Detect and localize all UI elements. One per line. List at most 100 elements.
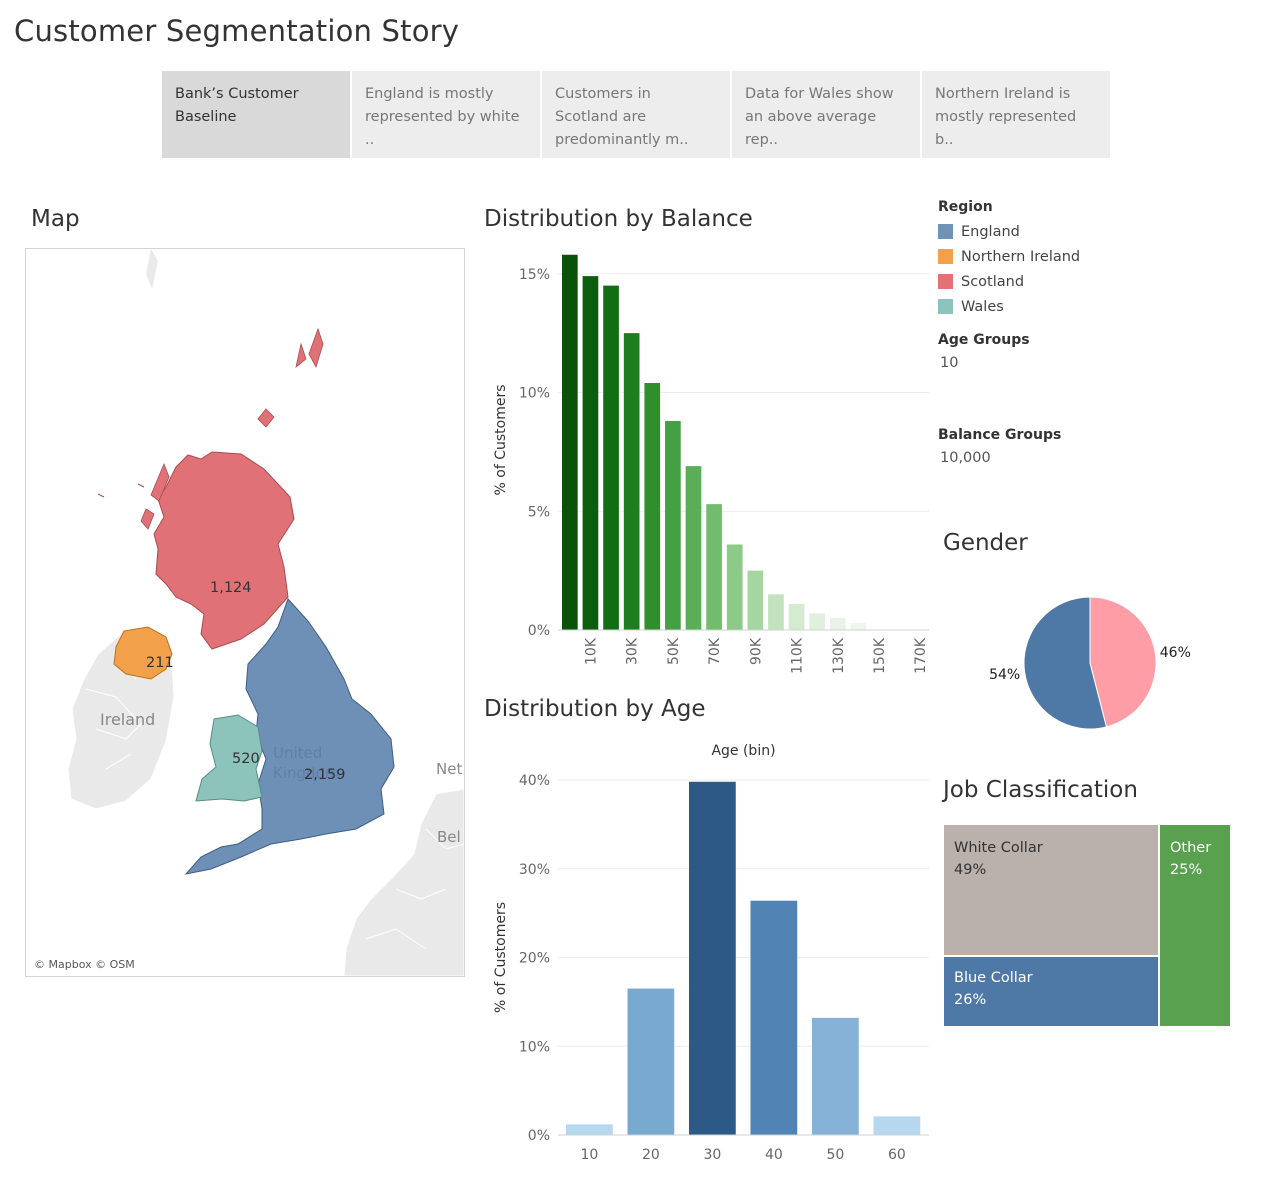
story-point-2[interactable]: England is mostly represented by white .…	[352, 71, 540, 158]
legend-swatch	[938, 224, 953, 239]
job-treemap: White Collar 49% Blue Collar 26% Other 2…	[943, 824, 1231, 1027]
x-tick-label: 30	[703, 1147, 721, 1163]
netherlands-label: Net	[436, 760, 463, 778]
england-region	[184, 598, 395, 875]
age-groups-label: Age Groups	[938, 332, 1030, 348]
x-tick-label: 110K	[790, 637, 806, 674]
legend-label: Northern Ireland	[961, 248, 1081, 265]
story-point-1[interactable]: Bank’s Customer Baseline	[162, 71, 350, 158]
legend-label: Scotland	[961, 273, 1025, 290]
y-tick-label: 10%	[519, 386, 550, 402]
gender-chart-title: Gender	[943, 530, 1028, 556]
belgium-label: Bel	[437, 828, 461, 846]
treemap-value: 25%	[1170, 862, 1203, 878]
story-point-5[interactable]: Northern Ireland is mostly represented b…	[922, 71, 1110, 158]
story-point-3[interactable]: Customers in Scotland are predominantly …	[542, 71, 730, 158]
x-tick-label: 60	[888, 1147, 906, 1163]
y-axis-label: % of Customers	[493, 902, 509, 1013]
bar	[747, 570, 764, 630]
scotland-region	[153, 451, 295, 650]
bar	[603, 285, 619, 630]
x-tick-label: 10K	[583, 637, 599, 665]
bar	[623, 333, 640, 630]
y-tick-label: 40%	[519, 773, 550, 789]
x-tick-label: 90K	[748, 637, 764, 665]
map-view[interactable]: Ireland United Kingdom Net Bel 1,124 211…	[25, 248, 465, 977]
treemap-value: 49%	[954, 862, 987, 878]
map-attribution: © Mapbox © OSM	[34, 958, 135, 971]
gender-pie-chart: 46% 54%	[989, 596, 1191, 730]
treemap-label: White Collar	[954, 840, 1043, 856]
legend-item-scotland[interactable]: Scotland	[938, 269, 1080, 294]
age-groups-value[interactable]: 10	[940, 355, 959, 371]
treemap-value: 26%	[954, 992, 987, 1008]
y-tick-label: 15%	[519, 267, 550, 283]
united-kingdom-label: United Kingdom	[273, 744, 340, 782]
wales-value: 520	[232, 751, 260, 767]
balance-groups-value[interactable]: 10,000	[940, 450, 991, 466]
x-tick-label: 50K	[666, 637, 682, 665]
pie-label: 46%	[1160, 645, 1191, 661]
bar	[689, 781, 736, 1135]
treemap-label: Blue Collar	[954, 970, 1033, 986]
age-chart: Age (bin) 0% 10% 20% 30% 40% % of Customers 10 2…	[493, 743, 929, 1163]
bar	[726, 544, 743, 630]
map-title: Map	[31, 206, 80, 232]
bar	[665, 421, 681, 630]
story-navigator: Bank’s Customer Baseline England is most…	[162, 71, 1110, 158]
region-legend-title: Region	[938, 199, 993, 215]
x-tick-label: 10	[580, 1147, 598, 1163]
y-tick-label: 0%	[528, 623, 550, 639]
ireland-label: Ireland	[100, 710, 156, 729]
bar	[812, 1017, 859, 1135]
story-point-4[interactable]: Data for Wales show an above average rep…	[732, 71, 920, 158]
bar	[685, 466, 702, 630]
legend-swatch	[938, 249, 953, 264]
bar	[788, 603, 805, 630]
bar	[706, 504, 722, 630]
x-tick-label: 50	[826, 1147, 844, 1163]
legend-label: England	[961, 223, 1020, 240]
legend-label: Wales	[961, 298, 1004, 315]
northern-ireland-region	[113, 626, 173, 680]
scotland-value: 1,124	[210, 580, 252, 596]
legend-item-england[interactable]: England	[938, 219, 1080, 244]
legend-item-wales[interactable]: Wales	[938, 294, 1080, 319]
treemap-cell-white-collar[interactable]: White Collar 49%	[943, 824, 1159, 956]
pie-slice	[1089, 596, 1157, 728]
europe-landmass	[343, 788, 464, 976]
treemap-cell-other[interactable]: Other 25%	[1159, 824, 1231, 1027]
y-tick-label: 30%	[519, 862, 550, 878]
northern-ireland-value: 211	[146, 655, 174, 671]
bar	[562, 254, 578, 630]
western-isles	[140, 462, 170, 530]
job-chart-title: Job Classification	[943, 777, 1138, 803]
y-tick-label: 10%	[519, 1039, 550, 1055]
pie-label: 54%	[989, 667, 1020, 683]
y-tick-label: 0%	[528, 1128, 550, 1144]
bar	[850, 622, 867, 630]
x-tick-label: 40	[765, 1147, 783, 1163]
map-canvas	[67, 249, 464, 976]
bar	[768, 594, 784, 630]
orkney-shetland	[257, 327, 324, 428]
x-tick-label: 70K	[707, 637, 723, 665]
bar	[566, 1124, 613, 1135]
legend-item-northern-ireland[interactable]: Northern Ireland	[938, 244, 1080, 269]
bar	[582, 276, 599, 630]
y-axis-label: % of Customers	[493, 385, 509, 496]
y-tick-label: 20%	[519, 951, 550, 967]
wales-region	[195, 714, 263, 802]
age-chart-title: Distribution by Age	[484, 696, 706, 722]
legend-swatch	[938, 274, 953, 289]
bar	[627, 988, 675, 1135]
story-title: Customer Segmentation Story	[14, 14, 460, 48]
bar	[644, 383, 661, 630]
region-legend: Region England Northern Ireland Scotland…	[938, 199, 1080, 319]
treemap-cell-blue-collar[interactable]: Blue Collar 26%	[943, 956, 1159, 1027]
balance-chart: 0% 5% 10% 15% % of Customers 10K 30K 50K 70K 90K 1…	[493, 254, 929, 674]
bar	[829, 618, 846, 630]
bar	[873, 1116, 921, 1135]
treemap-label: Other	[1170, 840, 1212, 856]
balance-groups-label: Balance Groups	[938, 427, 1062, 443]
